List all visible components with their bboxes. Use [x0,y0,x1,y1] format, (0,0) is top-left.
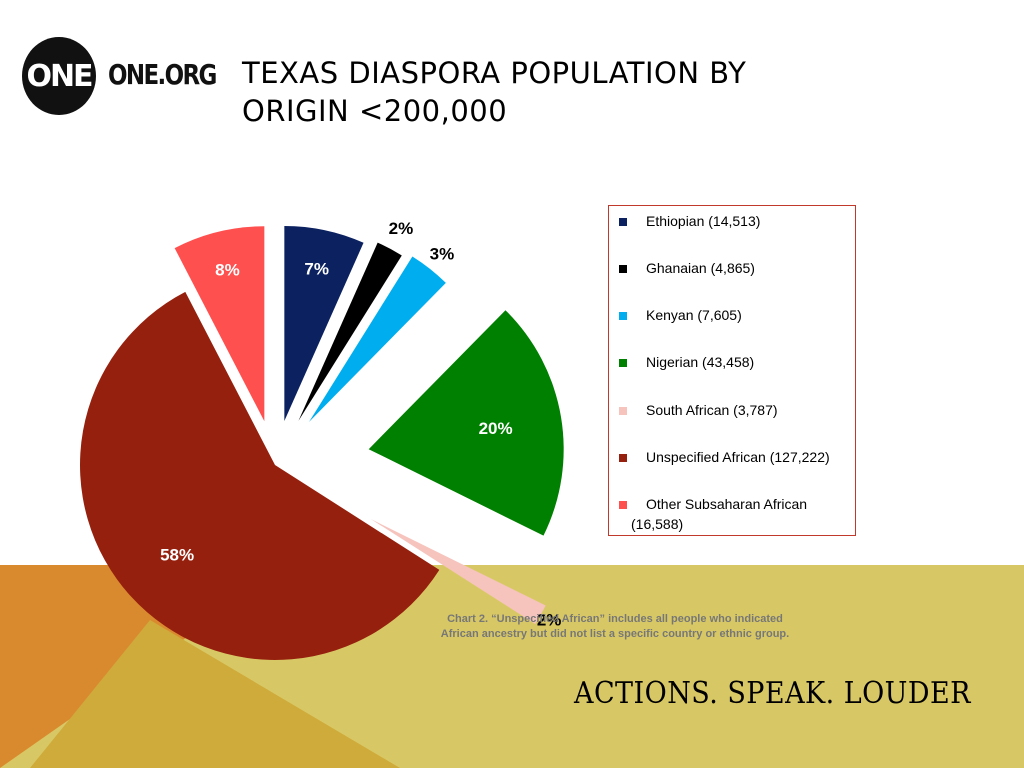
slide-title-line2: ORIGIN <200,000 [242,94,508,128]
pie-slice-nigerian [368,310,564,536]
legend-label-unspecified-african: Unspecified African (127,222) [646,449,830,465]
legend-item-ghanaian: Ghanaian (4,865) [619,258,855,278]
slide-title-line1: TEXAS DIASPORA POPULATION BY [242,56,747,90]
legend-swatch-south-african [619,407,627,415]
legend-item-other-subsaharan: Other Subsaharan African (16,588) [619,494,855,534]
pie-label-ghanaian: 2% [389,219,414,238]
pie-label-nigerian: 20% [479,419,513,438]
chart-caption-line1: Chart 2. “Unspecified African” includes … [447,613,783,625]
legend-swatch-kenyan [619,312,627,320]
pie-label-ethiopian: 7% [304,259,329,278]
legend-label-ghanaian: Ghanaian (4,865) [646,260,755,276]
pie-label-south-african: 2% [537,611,562,630]
legend-swatch-nigerian [619,359,627,367]
background-gold-triangle [30,620,400,768]
legend-label-other-subsaharan-value: (16,588) [631,516,684,532]
legend-item-nigerian: Nigerian (43,458) [619,352,855,372]
legend-swatch-ghanaian [619,265,627,273]
legend-item-unspecified-african: Unspecified African (127,222) [619,447,855,467]
one-logo-mark[interactable]: ONE [22,37,96,115]
one-logo-text[interactable]: ONE.ORG [108,58,217,91]
legend-label-other-subsaharan: Other Subsaharan African [646,496,808,512]
pie-slice-kenyan [309,256,446,422]
legend-swatch-ethiopian [619,218,627,226]
pie-slice-ethiopian [284,225,364,421]
legend-swatch-unspecified-african [619,454,627,462]
pie-slice-south-african [370,519,546,624]
slogan: ACTIONS. SPEAK. LOUDER [574,676,971,711]
pie-slice-other-subsaharan [174,226,265,422]
pie-slice-ghanaian [298,242,402,421]
legend-label-nigerian: Nigerian (43,458) [646,354,755,370]
legend-label-ethiopian: Ethiopian (14,513) [646,213,761,229]
pie-label-unspecified-african: 58% [160,545,194,564]
pie-label-kenyan: 3% [430,244,455,263]
legend-item-ethiopian: Ethiopian (14,513) [619,211,855,231]
legend-label-kenyan: Kenyan (7,605) [646,307,742,323]
chart-legend: Ethiopian (14,513) Ghanaian (4,865) Keny… [608,205,856,536]
legend-swatch-other-subsaharan [619,501,627,509]
legend-item-kenyan: Kenyan (7,605) [619,305,855,325]
chart-caption: Chart 2. “Unspecified African” includes … [430,612,800,642]
pie-slice-unspecified-african [80,291,440,660]
slide-title: TEXAS DIASPORA POPULATION BY ORIGIN <200… [242,54,842,130]
chart-caption-line2: African ancestry but did not list a spec… [440,628,790,640]
legend-item-south-african: South African (3,787) [619,400,855,420]
pie-label-other-subsaharan: 8% [215,261,240,280]
legend-label-south-african: South African (3,787) [646,402,778,418]
